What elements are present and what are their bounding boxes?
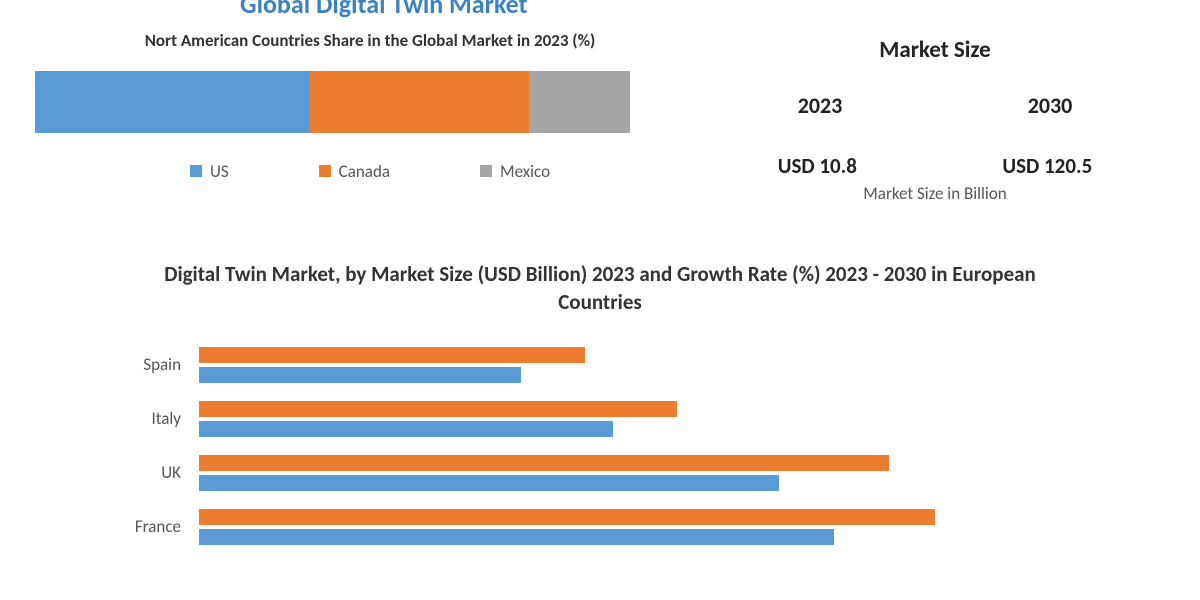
share-chart: Nort American Countries Share in the Glo… [35,30,705,240]
euro-country-label: Spain [105,354,185,375]
legend-label: Canada [339,161,390,182]
euro-bar-growth [199,455,889,471]
euro-row: UK [105,449,1165,497]
share-seg-mexico [529,71,630,133]
share-chart-bar [35,71,630,133]
euro-bar-group [199,345,1119,385]
euro-bar-size [199,367,521,383]
share-chart-legend: US Canada Mexico [35,161,705,182]
market-size-years: 2023 2030 [705,92,1165,119]
euro-row: France [105,503,1165,551]
share-seg-canada [309,71,529,133]
market-size-title: Market Size [705,36,1165,64]
market-size-year1: 2023 [798,92,843,119]
euro-bar-size [199,421,613,437]
euro-bar-growth [199,401,677,417]
legend-swatch [319,165,331,177]
euro-bar-size [199,475,779,491]
market-size-value2: USD 120.5 [1002,153,1092,179]
euro-country-label: France [105,516,185,537]
market-size-value1: USD 10.8 [778,153,857,179]
euro-row: Italy [105,395,1165,443]
legend-label: US [210,161,229,182]
legend-item-us: US [190,161,229,182]
legend-label: Mexico [500,161,550,182]
euro-bar-group [199,399,1119,439]
euro-bar-growth [199,347,585,363]
top-row: Nort American Countries Share in the Glo… [35,30,1165,240]
euro-bar-growth [199,509,935,525]
euro-country-label: UK [105,462,185,483]
euro-chart-title: Digital Twin Market, by Market Size (USD… [35,260,1165,317]
euro-country-label: Italy [105,408,185,429]
euro-bar-size [199,529,834,545]
share-chart-title: Nort American Countries Share in the Glo… [35,30,705,53]
legend-swatch [190,165,202,177]
euro-chart-body: Spain Italy UK France [35,341,1165,551]
market-size-year2: 2030 [1028,92,1073,119]
euro-row: Spain [105,341,1165,389]
market-size-unit: Market Size in Billion [705,183,1165,204]
share-seg-us [35,71,309,133]
market-size-panel: Market Size 2023 2030 USD 10.8 USD 120.5… [705,30,1165,240]
euro-chart: Digital Twin Market, by Market Size (USD… [35,260,1165,557]
legend-item-mexico: Mexico [480,161,550,182]
market-size-values: USD 10.8 USD 120.5 [705,153,1165,179]
page-title: Global Digital Twin Market [240,0,528,20]
legend-item-canada: Canada [319,161,390,182]
euro-bar-group [199,507,1119,547]
euro-bar-group [199,453,1119,493]
legend-swatch [480,165,492,177]
